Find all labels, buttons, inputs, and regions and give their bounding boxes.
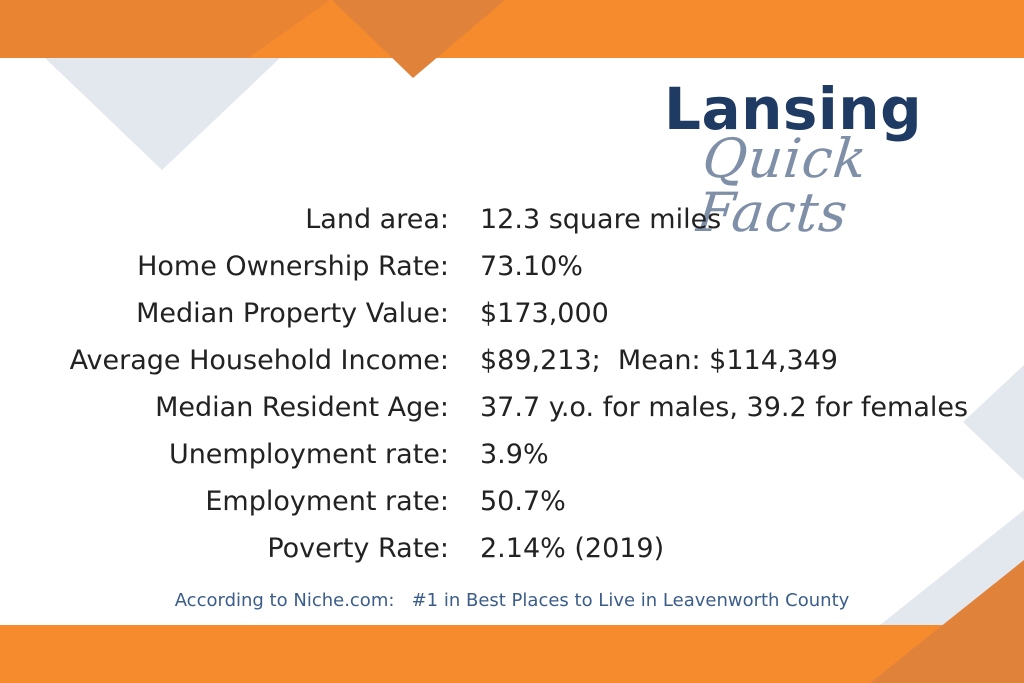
fact-row-property-value: Median Property Value: $173,000 <box>0 290 1024 337</box>
top-dark-triangle-left <box>0 0 330 58</box>
gray-triangle-top-left <box>45 58 280 170</box>
page-title: Lansing <box>664 75 923 143</box>
gray-triangle-right-upper <box>963 365 1024 480</box>
fact-label: Poverty Rate: <box>267 533 449 564</box>
fact-value: 73.10% <box>480 251 583 282</box>
fact-value: 3.9% <box>480 439 549 470</box>
fact-row-resident-age: Median Resident Age: 37.7 y.o. for males… <box>0 384 1024 431</box>
fact-value: $173,000 <box>480 298 609 329</box>
fact-label: Median Resident Age: <box>155 392 449 423</box>
bottom-orange-band <box>0 625 1024 683</box>
fact-value: 50.7% <box>480 486 566 517</box>
facts-list: Land area: 12.3 square miles Home Owners… <box>0 196 1024 572</box>
fact-row-poverty: Poverty Rate: 2.14% (2019) <box>0 525 1024 572</box>
fact-label: Average Household Income: <box>69 345 449 376</box>
top-dark-triangle-right <box>332 0 505 78</box>
fact-row-home-ownership: Home Ownership Rate: 73.10% <box>0 243 1024 290</box>
footer-note: According to Niche.com: #1 in Best Place… <box>174 590 850 611</box>
fact-label: Employment rate: <box>205 486 449 517</box>
fact-row-unemployment: Unemployment rate: 3.9% <box>0 431 1024 478</box>
fact-label: Home Ownership Rate: <box>137 251 449 282</box>
bottom-dark-triangle <box>870 560 1024 683</box>
fact-label: Land area: <box>305 204 449 235</box>
fact-label: Median Property Value: <box>136 298 449 329</box>
fact-row-household-income: Average Household Income: $89,213; Mean:… <box>0 337 1024 384</box>
fact-row-land-area: Land area: 12.3 square miles <box>0 196 1024 243</box>
fact-label: Unemployment rate: <box>168 439 449 470</box>
fact-value: 2.14% (2019) <box>480 533 665 564</box>
fact-row-employment: Employment rate: 50.7% <box>0 478 1024 525</box>
fact-value: 12.3 square miles <box>480 204 722 235</box>
fact-value: 37.7 y.o. for males, 39.2 for females <box>480 392 969 423</box>
fact-value: $89,213; Mean: $114,349 <box>480 345 838 376</box>
